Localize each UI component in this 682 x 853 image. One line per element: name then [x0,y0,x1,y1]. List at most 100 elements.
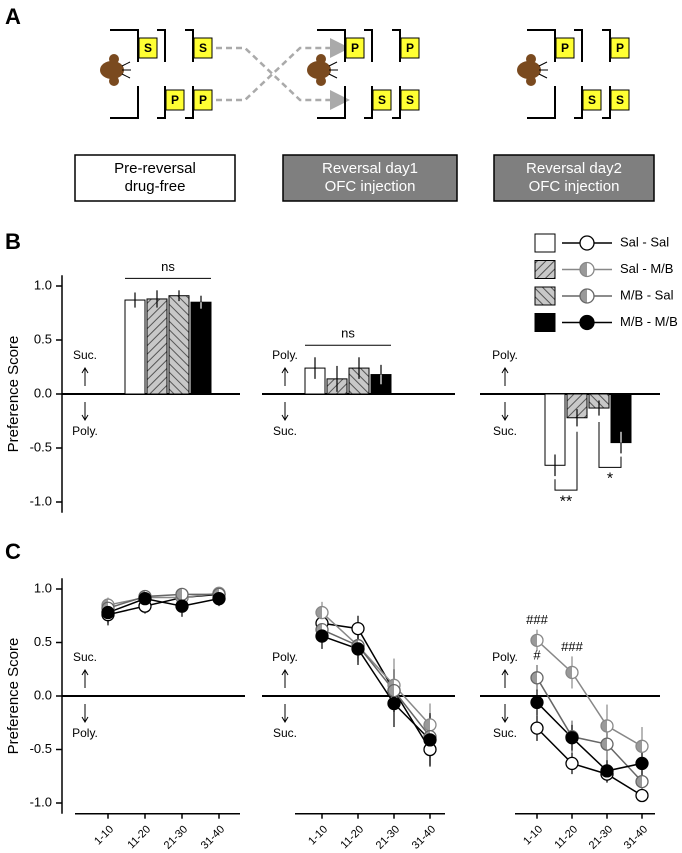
y-tick-label: -1.0 [30,493,52,508]
bar [146,298,168,395]
marker [530,695,544,710]
legend-marker [579,288,595,304]
series-line [321,622,431,750]
stage-label: OFC injection [529,178,620,195]
legend-marker [579,314,595,331]
port [193,37,213,59]
y-tick-label: 0.5 [34,331,52,346]
legend-swatch [534,260,556,279]
legend-label: Sal - M/B [620,261,673,276]
port [193,89,213,111]
maze-wall [364,29,373,119]
y-tick-label: 0.0 [34,687,52,702]
y-axis-label: Preference Score [5,336,22,453]
x-tick-label: 21-30 [374,823,402,851]
mouse-body [307,61,331,79]
marker [101,605,115,620]
mouse-body [100,61,124,79]
port-label: P [561,41,569,55]
port [165,89,185,111]
mouse-whiskers [121,61,131,79]
series-line [536,639,643,747]
direction-arrow [281,367,289,386]
x-tick-label: 11-20 [125,823,153,851]
x-tick-label: 1-10 [521,823,545,847]
direction-arrow [501,402,509,421]
marker [530,671,544,685]
series-line [536,701,643,772]
bar [168,295,190,395]
mouse-whiskers [328,61,338,79]
panel-label: B [5,229,21,254]
port-label: S [406,93,414,107]
x-tick-label: 11-20 [552,823,580,851]
x-tick-label: 1-10 [306,823,330,847]
direction-label: Poly. [492,348,518,362]
port [582,89,602,111]
marker [635,774,649,789]
direction-arrow [281,669,289,688]
y-tick-label: 1.0 [34,580,52,595]
direction-label: Poly. [272,348,298,362]
direction-arrow [501,704,509,723]
marker [565,731,579,745]
marker [423,733,437,747]
port-label: P [199,93,207,107]
significance-label: # [533,647,541,662]
direction-label: Suc. [73,348,97,362]
legend-label: M/B - Sal [620,287,674,302]
stage-box [282,154,458,202]
port [138,37,158,59]
y-tick-label: 0.5 [34,634,52,649]
legend-label: Sal - Sal [620,234,669,249]
maze-wall [574,29,583,119]
series-line [107,597,220,614]
marker [351,642,365,656]
marker [138,591,152,606]
x-tick-label: 31-40 [410,823,438,851]
bar [190,301,212,395]
port-label: S [378,93,386,107]
marker [565,665,579,680]
marker [600,719,614,733]
maze-wall [110,29,139,119]
marker [315,605,329,620]
y-tick-label: 1.0 [34,277,52,292]
direction-arrow [501,669,509,688]
bar [124,299,146,395]
y-tick-label: -0.5 [30,439,52,454]
port-label: P [616,41,624,55]
stage-label: OFC injection [325,178,416,195]
stage-label: Reversal day2 [526,160,622,177]
marker [387,684,401,698]
port [400,37,420,59]
marker [530,633,544,648]
marker [635,788,649,803]
y-tick-label: 0.0 [34,385,52,400]
port [400,89,420,111]
maze-wall [527,29,556,119]
direction-label: Poly. [72,726,98,740]
direction-label: Suc. [273,726,297,740]
direction-label: Suc. [73,650,97,664]
marker [351,621,365,636]
marker [635,739,649,753]
y-axis-label: Preference Score [5,638,22,755]
series-line [536,727,643,797]
stage-box [493,154,655,202]
direction-arrow [501,367,509,386]
mouse-ear [526,54,536,64]
marker [600,737,614,751]
port-label: P [351,41,359,55]
x-tick-label: 21-30 [162,823,190,851]
port-label: P [406,41,414,55]
port-label: S [588,93,596,107]
mouse-whiskers [538,61,548,79]
marker [635,756,649,771]
port [610,89,630,111]
marker [175,587,189,601]
marker [315,629,329,643]
direction-arrow [81,669,89,688]
significance-label: ns [161,259,175,274]
port [610,37,630,59]
